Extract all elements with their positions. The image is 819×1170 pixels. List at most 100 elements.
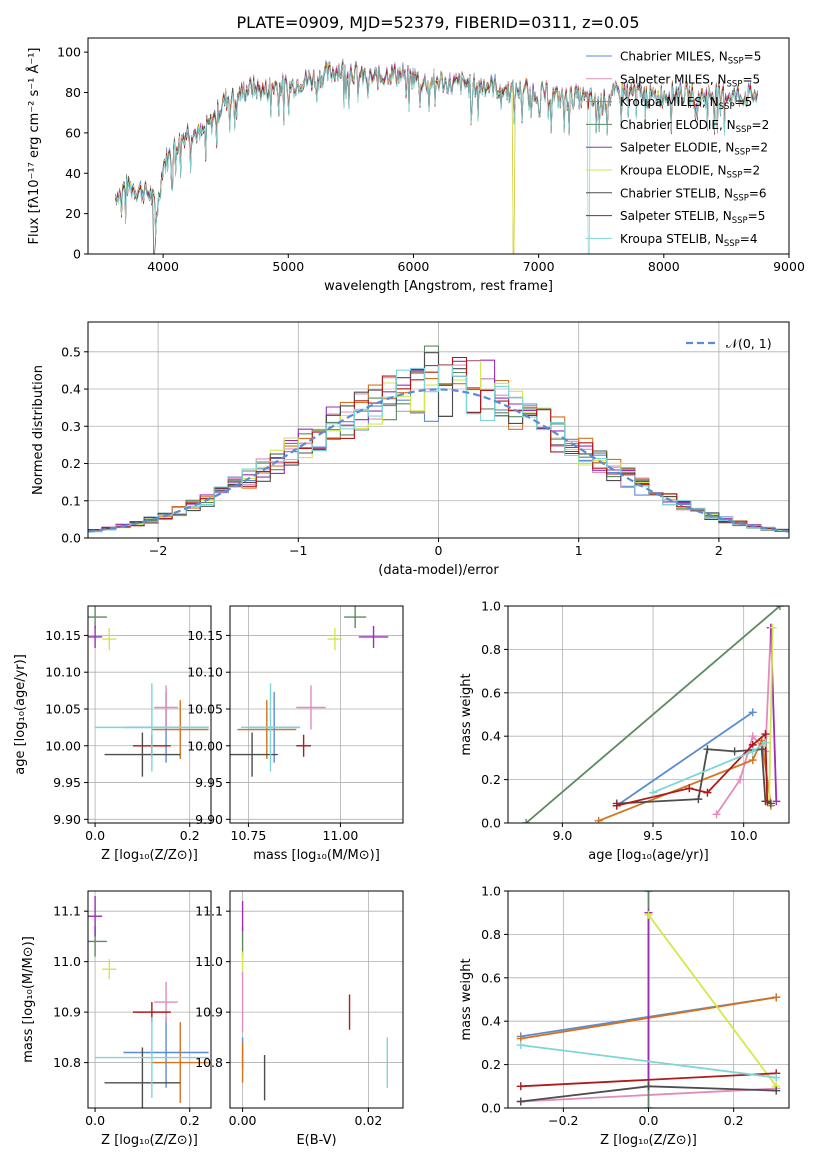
legend-label: Chabrier STELIB, NSSP=6 [620,186,767,203]
spectrum-ytick-label: 40 [65,166,81,181]
residuals-ytick-label: 0.1 [61,493,81,508]
weight_vs_age-ytick-label: 0.2 [481,772,501,787]
mass_vs_Z-ytick-label: 10.9 [53,1005,81,1020]
spectrum-title: PLATE=0909, MJD=52379, FIBERID=0311, z=0… [236,13,639,32]
weight_vs_age-marker [712,810,721,819]
age_vs_mass-plot-area [230,606,389,777]
weight_vs_age-ytick-label: 0.0 [481,816,501,831]
legend-label: Kroupa STELIB, NSSP=4 [620,232,758,249]
age_vs_mass-frame [229,605,404,824]
age_vs_mass-xlabel: mass [log₁₀(M/M⊙)] [253,848,380,863]
weight_vs_age-ytick-label: 0.6 [481,685,501,700]
mass_vs_ebv-panel: 0.00 0.02 10.8 10.9 11.0 11.1 E(B-V) [195,890,404,1148]
weight_vs_Z-ytick-label: 0.8 [481,927,501,942]
spectrum-xtick-label: 9000 [773,259,805,274]
weight_vs_Z-panel: −0.2 0.0 0.2 0.0 0.2 0.4 0.6 0.8 1.0 Z [log₁₀(Z/Z… [459,884,790,1148]
weight_vs_Z-ytick-label: 0.6 [481,970,501,985]
weight_vs_Z-marker [644,1104,653,1108]
residuals-plot-area [88,345,789,533]
age_vs_Z-frame [87,605,212,824]
legend-label: Chabrier ELODIE, NSSP=2 [620,118,769,135]
weight_vs_age-marker [763,797,772,806]
residuals-xtick-label: 2 [715,543,723,558]
weight_vs_Z-marker [772,993,781,1002]
weight_vs_Z-marker [644,891,653,895]
age_vs_Z-panel: 0.0 0.2 9.90 9.95 10.00 10.05 10.10 10.15 Z [log… [13,605,212,863]
age_vs_Z-ytick-label: 10.00 [45,738,81,753]
weight_vs_age-marker [761,730,770,739]
residuals-ytick-label: 0.2 [61,456,81,471]
spectrum-ytick-label: 20 [65,206,81,221]
weight_vs_age-ylabel: mass weight [459,673,474,755]
weight_vs_age-marker [761,738,770,747]
residuals-xtick-label: −1 [289,543,307,558]
mass_vs_ebv-plot-area [241,901,388,1101]
weight_vs_age-marker [748,708,757,717]
mass_vs_ebv-frame [229,890,404,1109]
mass_vs_Z-xtick-label: 0.0 [85,1113,105,1128]
weight_vs_age-xtick-label: 9.5 [643,828,663,843]
weight_vs_age-marker [612,801,621,810]
mass_vs_ebv-ytick-label: 11.0 [195,954,223,969]
weight_vs_age-marker [748,732,757,741]
weight_vs_age-marker [768,623,777,632]
weight_vs_age-xtick-label: 9.0 [552,828,572,843]
mass_vs_ebv-ytick-label: 10.9 [195,1005,223,1020]
mass_vs_Z-xtick-label: 0.2 [180,1113,200,1128]
legend-label: Salpeter ELODIE, NSSP=2 [620,141,768,158]
residuals-xlabel: (data-model)/error [378,563,499,578]
residuals-ytick-label: 0.3 [61,419,81,434]
weight_vs_age-plot-area [522,606,784,823]
residuals-ytick-label: 0.4 [61,382,81,397]
age_vs_Z-ylabel: age [log₁₀(age/yr)] [13,654,28,775]
mass_vs_Z-panel: 0.0 0.2 10.8 10.9 11.0 11.1 Z [log₁₀(Z/Z⊙)] mas… [21,890,212,1148]
residual-histogram [88,364,789,533]
weight_vs_age-marker [685,784,694,793]
spectrum-xtick-label: 5000 [272,259,304,274]
mass_vs_Z-ylabel: mass [log₁₀(M/M⊙)] [21,936,36,1063]
weight_vs_age-line [616,711,754,807]
age_vs_Z-plot-area [88,606,209,777]
mass_vs_Z-xlabel: Z [log₁₀(Z/Z⊙)] [101,1133,198,1148]
weight_vs_age-marker [736,775,745,784]
normal-curve [88,388,789,533]
age_vs_mass-xtick-label: 11.00 [323,828,359,843]
mass_vs_ebv-xtick-label: 0.00 [229,1113,257,1128]
residuals-xtick-label: 1 [575,543,583,558]
weight_vs_age-ytick-label: 0.4 [481,729,501,744]
residuals-ytick-label: 0.5 [61,344,81,359]
residuals-xtick-label: 0 [435,543,443,558]
age_vs_mass-ytick-label: 10.00 [187,738,223,753]
legend-label: Salpeter STELIB, NSSP=5 [620,209,765,226]
mass_vs_ebv-xtick-label: 0.02 [354,1113,382,1128]
weight_vs_Z-xtick-label: 0.0 [639,1113,659,1128]
weight_vs_Z-ytick-label: 1.0 [481,884,501,899]
age_vs_Z-ytick-label: 9.90 [53,812,81,827]
weight_vs_age-marker [748,747,757,756]
weight_vs_age-ytick-label: 1.0 [481,599,501,614]
weight_vs_Z-xtick-label: −0.2 [548,1113,578,1128]
weight_vs_age-xtick-label: 10.0 [730,828,758,843]
mass_vs_ebv-ytick-label: 10.8 [195,1055,223,1070]
weight_vs_age-marker [594,816,603,823]
weight_vs_age-marker [748,756,757,765]
spectrum-xlabel: wavelength [Angstrom, rest frame] [324,279,553,294]
legend-label: Kroupa ELODIE, NSSP=2 [620,164,760,181]
weight_vs_age-marker [703,745,712,754]
residuals-ylabel: Normed distribution [31,365,46,495]
weight_vs_Z-marker [516,1082,525,1091]
weight_vs_age-marker [772,797,781,806]
spectrum-plot-area [115,58,758,254]
weight_vs_Z-ytick-label: 0.0 [481,1101,501,1116]
spectrum-line [115,64,758,254]
age_vs_mass-xtick-label: 10.75 [231,828,267,843]
residuals-ytick-label: 0.0 [61,531,81,546]
mass_vs_Z-plot-area [88,896,209,1108]
weight_vs_age-marker [649,788,658,797]
age_vs_Z-xtick-label: 0.0 [85,828,105,843]
spectrum-panel: 4000 5000 6000 7000 8000 9000 0 20 40 60 80 100 wave… [26,37,805,294]
weight_vs_age-marker [775,606,784,610]
spectrum-ytick-label: 0 [73,247,81,262]
weight_vs_age-marker [522,819,531,823]
